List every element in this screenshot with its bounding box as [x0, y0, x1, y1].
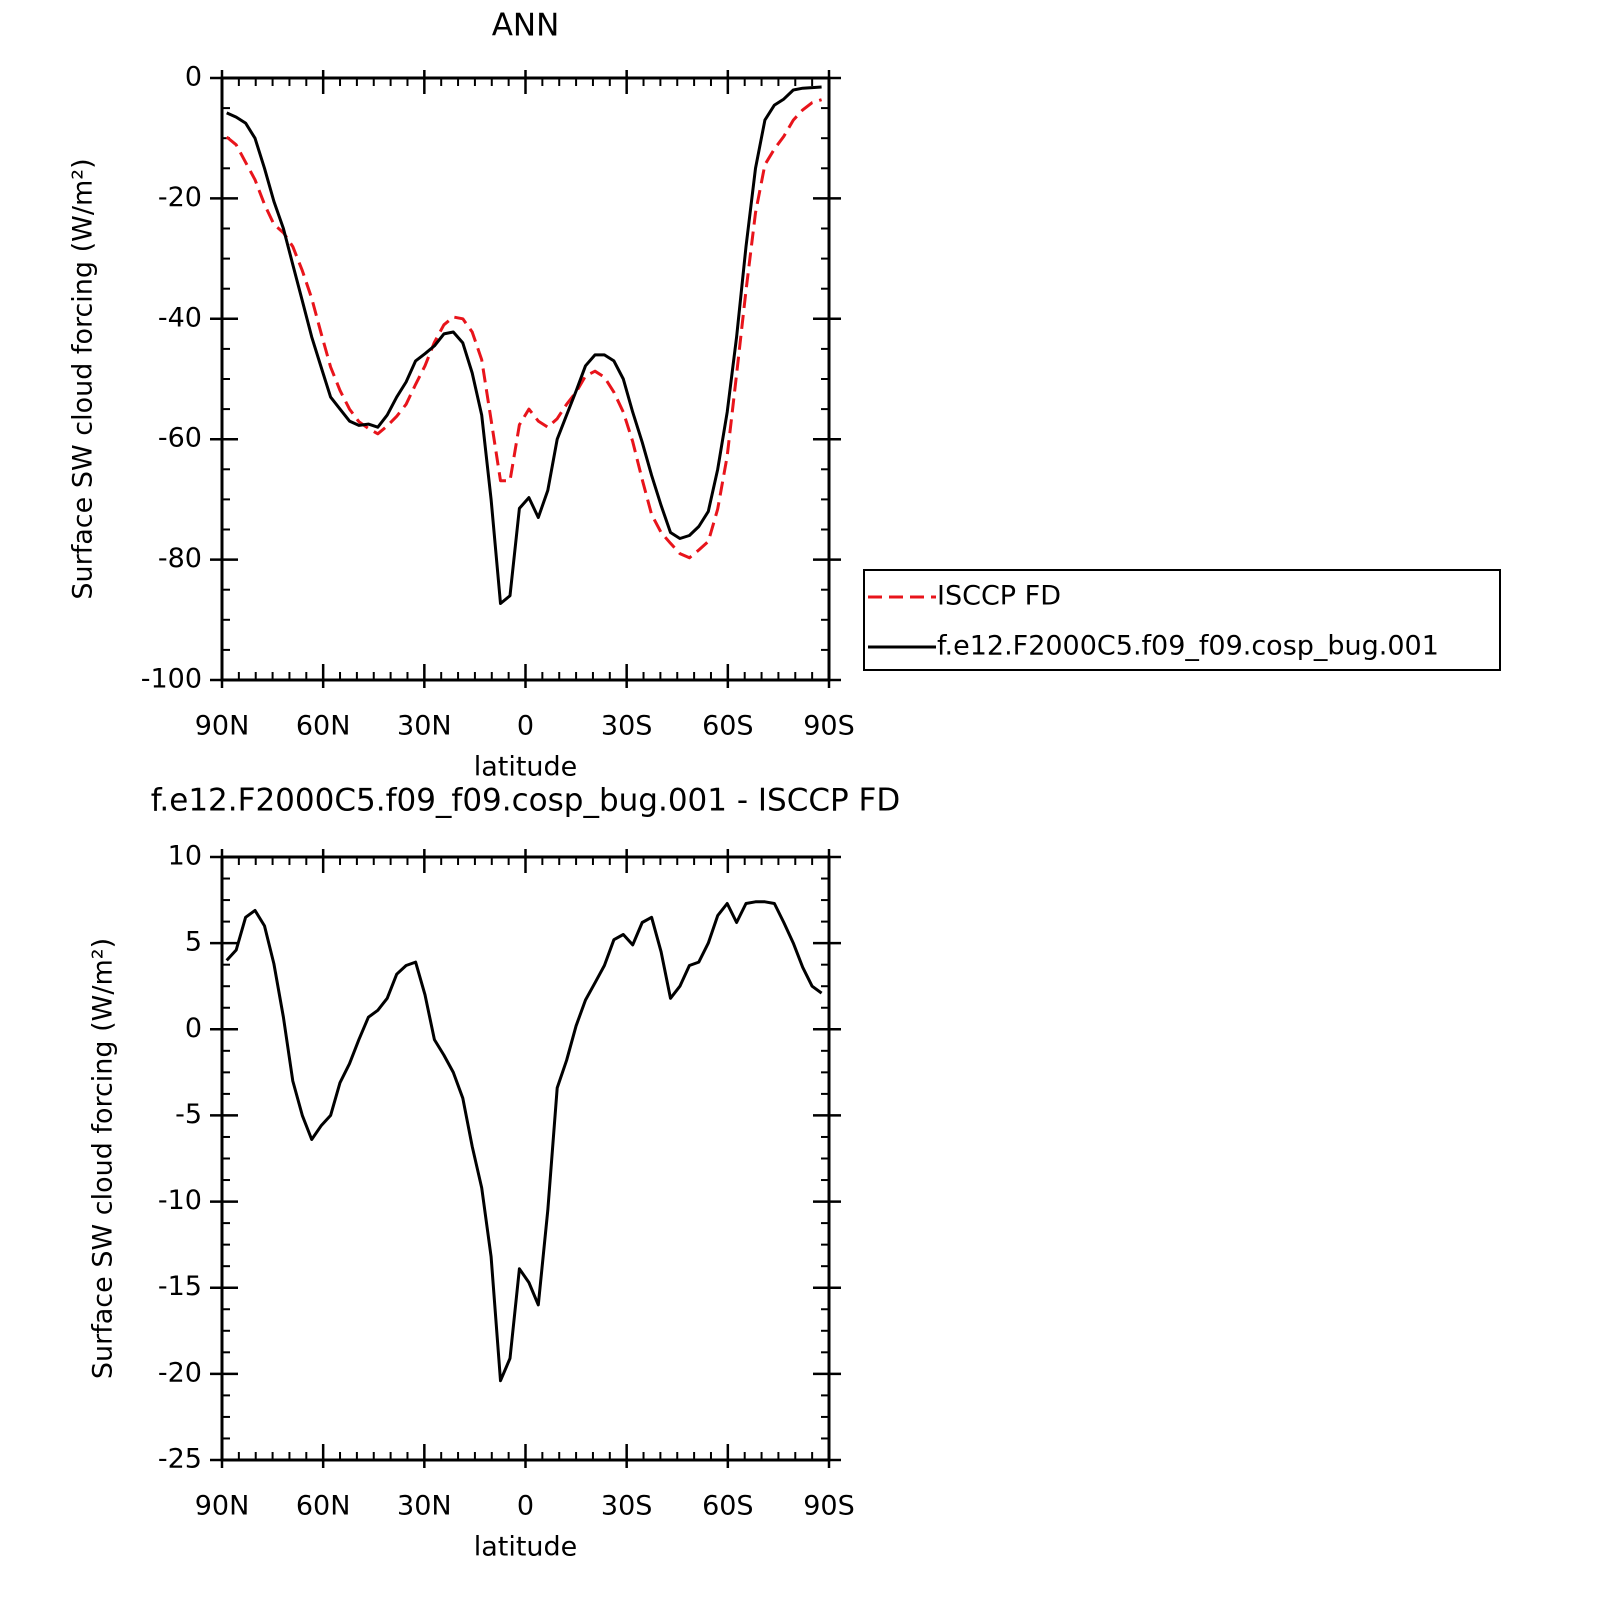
y-tick-label: 10 — [168, 841, 202, 872]
x-tick-label: 90S — [803, 1491, 855, 1522]
y-tick-label: -5 — [175, 1099, 202, 1130]
legend-label: f.e12.F2000C5.f09_f09.cosp_bug.001 — [937, 631, 1439, 662]
x-tick-label: 30S — [601, 711, 653, 742]
x-tick-label: 60S — [702, 1491, 754, 1522]
y-tick-label: -80 — [158, 543, 202, 574]
x-axis-label: latitude — [474, 752, 578, 783]
y-tick-label: -20 — [158, 1357, 202, 1388]
x-tick-label: 30N — [397, 1491, 452, 1522]
y-tick-label: -25 — [158, 1444, 202, 1475]
y-tick-label: -10 — [158, 1185, 202, 1216]
x-tick-label: 30S — [601, 1491, 653, 1522]
data-line — [225, 900, 823, 1383]
y-tick-label: 5 — [185, 927, 202, 958]
y-tick-label: -15 — [158, 1271, 202, 1302]
data-line — [225, 98, 823, 560]
data-line — [226, 85, 822, 605]
y-axis-label: Surface SW cloud forcing (W/m²) — [88, 938, 119, 1379]
y-axis-label: Surface SW cloud forcing (W/m²) — [68, 158, 99, 599]
y-tick-label: -20 — [158, 182, 202, 213]
y-tick-label: 0 — [185, 1013, 202, 1044]
y-tick-label: -60 — [158, 423, 202, 454]
y-tick-label: -40 — [158, 302, 202, 333]
x-tick-label: 60N — [296, 711, 351, 742]
chart-title: f.e12.F2000C5.f09_f09.cosp_bug.001 - ISC… — [151, 783, 901, 819]
x-tick-label: 90N — [195, 711, 250, 742]
x-tick-label: 90N — [195, 1491, 250, 1522]
x-tick-label: 30N — [397, 711, 452, 742]
x-tick-label: 60S — [702, 711, 754, 742]
y-tick-label: -100 — [141, 664, 202, 695]
x-tick-label: 0 — [517, 1491, 534, 1522]
plot-frame — [220, 855, 831, 1462]
y-tick-label: 0 — [185, 62, 202, 93]
x-tick-label: 0 — [517, 711, 534, 742]
x-tick-label: 90S — [803, 711, 855, 742]
chart-title: ANN — [492, 8, 560, 44]
legend-box — [863, 569, 1501, 671]
x-tick-label: 60N — [296, 1491, 351, 1522]
x-axis-label: latitude — [474, 1532, 578, 1563]
legend-label: ISCCP FD — [937, 581, 1061, 612]
plot-frame — [220, 76, 831, 682]
